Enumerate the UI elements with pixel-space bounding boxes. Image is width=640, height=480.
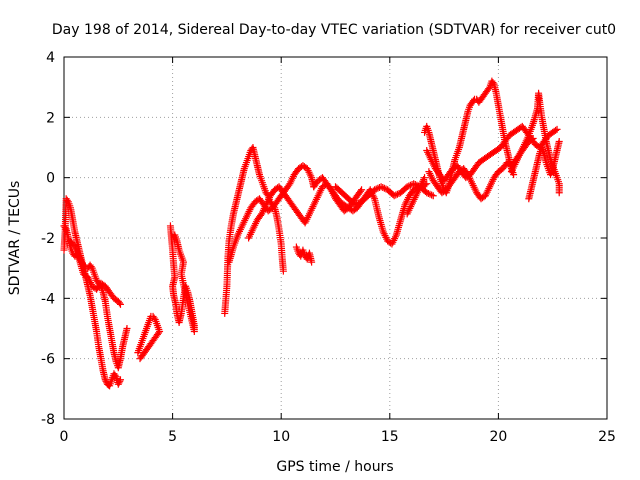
chart-title: Day 198 of 2014, Sidereal Day-to-day VTE…: [52, 22, 616, 38]
data-point: [393, 190, 401, 198]
data-point: [374, 184, 382, 192]
data-point: [553, 125, 561, 133]
data-point: [308, 258, 316, 266]
x-axis-label: GPS time / hours: [276, 459, 393, 475]
data-point: [354, 199, 362, 207]
data-point: [529, 134, 537, 142]
data-point: [421, 174, 429, 182]
x-tick-label: 20: [489, 429, 507, 445]
x-tick-label: 10: [272, 429, 290, 445]
data-point: [115, 299, 123, 307]
data-point: [150, 314, 158, 322]
data-point: [485, 85, 493, 93]
data-point: [380, 184, 388, 192]
data-point: [111, 371, 119, 379]
data-point: [403, 183, 411, 191]
data-point: [353, 200, 361, 208]
y-axis-label: SDTVAR / TECUs: [7, 181, 23, 296]
data-point: [377, 183, 385, 191]
x-tick-label: 0: [60, 429, 69, 445]
data-point: [555, 189, 563, 197]
data-point: [358, 186, 366, 194]
y-tick-label: -6: [41, 352, 55, 368]
x-tick-label: 15: [381, 429, 399, 445]
data-point: [70, 242, 78, 250]
data-point: [555, 137, 563, 145]
y-tick-label: 4: [46, 50, 55, 66]
data-point: [279, 267, 287, 275]
data-point: [115, 379, 123, 387]
data-point: [372, 185, 380, 193]
data-point: [410, 180, 418, 188]
y-tick-label: -8: [41, 412, 55, 428]
x-tick-label: 25: [598, 429, 616, 445]
data-point: [426, 190, 434, 198]
axis-ticks: 0 5 10 15 20 25 -8 -6 -4 -2 0 2 4: [41, 50, 616, 445]
data-point: [114, 380, 122, 388]
data-point: [116, 376, 124, 384]
data-point: [552, 126, 560, 134]
data-point: [61, 223, 69, 231]
data-point: [429, 192, 437, 200]
data-point: [356, 187, 364, 195]
data-point: [136, 355, 144, 363]
data-point: [116, 300, 124, 308]
x-tick-label: 5: [168, 429, 177, 445]
data-point: [123, 325, 131, 332]
y-tick-label: 0: [46, 171, 55, 187]
data-point: [137, 353, 145, 361]
data-point: [489, 79, 497, 87]
data-point: [423, 189, 431, 197]
data-point: [424, 190, 432, 198]
data-point: [390, 192, 398, 200]
data-point: [405, 182, 413, 190]
data-point: [428, 191, 436, 199]
data-point: [392, 191, 400, 199]
y-tick-label: 2: [46, 110, 55, 126]
data-point: [371, 186, 379, 194]
data-point: [116, 377, 124, 385]
data-point: [171, 231, 179, 239]
data-points: [60, 77, 563, 390]
plot-frame: [63, 56, 608, 420]
y-tick-label: -4: [41, 291, 55, 307]
data-point: [423, 180, 431, 188]
y-tick-label: -2: [41, 231, 55, 247]
grid-lines: [64, 57, 607, 419]
data-point: [379, 183, 387, 191]
data-point: [101, 376, 109, 384]
data-point: [406, 181, 414, 189]
data-point: [351, 201, 359, 209]
data-point: [63, 196, 71, 204]
data-point: [87, 263, 95, 271]
